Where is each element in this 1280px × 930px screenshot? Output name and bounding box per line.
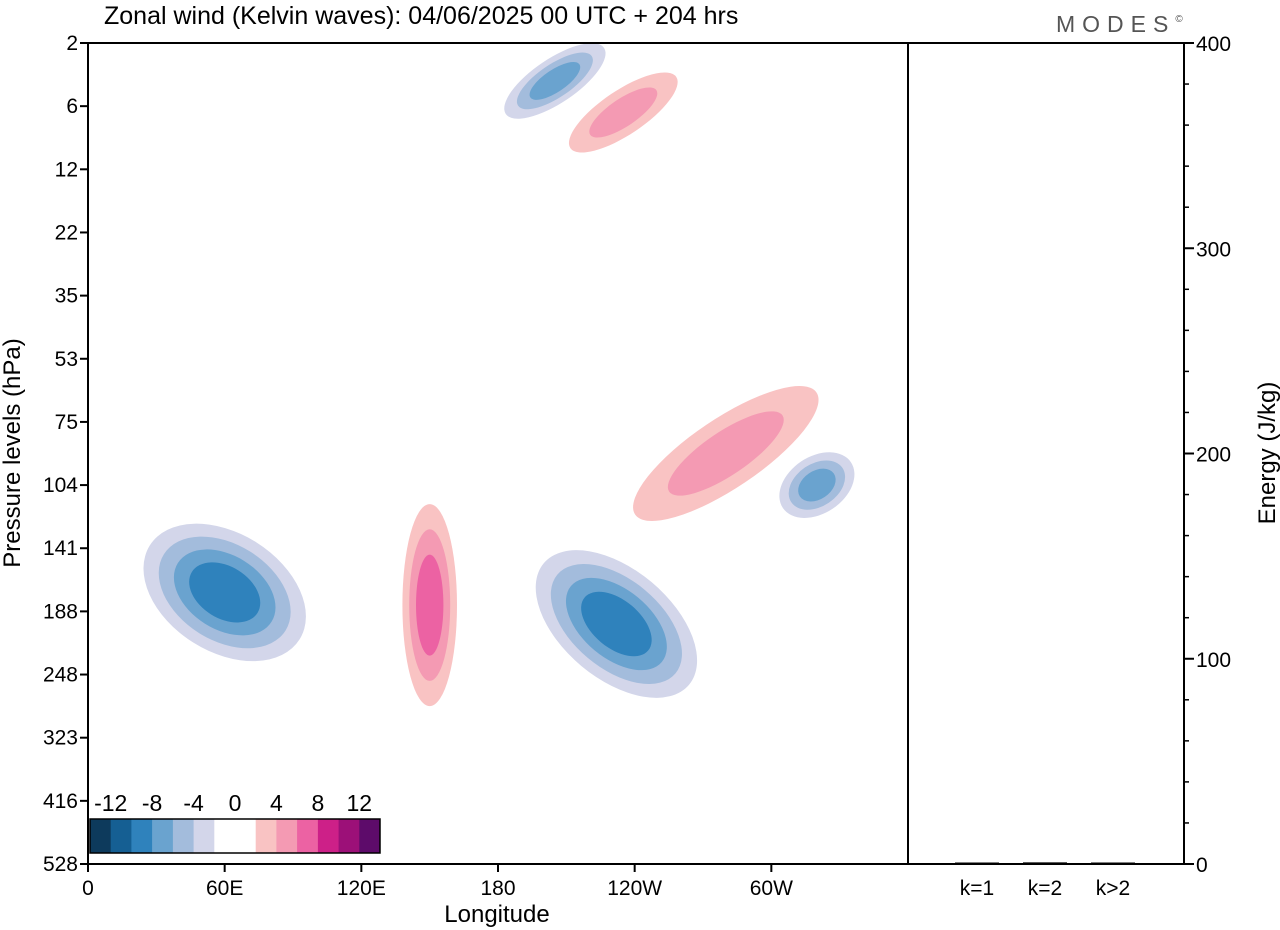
colorbar-label: 8: [312, 790, 325, 816]
x-axis-label: Longitude: [444, 901, 549, 928]
colorbar-swatch: [297, 819, 319, 853]
y-tick-label: 528: [43, 853, 78, 876]
wave-feature-1: [535, 550, 698, 698]
energy-tick-label: 300: [1196, 238, 1231, 261]
energy-category-label: k=1: [960, 877, 994, 900]
energy-tick-label: 200: [1196, 444, 1231, 467]
colorbar-swatch: [235, 819, 257, 853]
y-tick-label: 141: [43, 537, 78, 560]
wave-feature-3: [633, 386, 819, 521]
y-axis-label: Pressure levels (hPa): [0, 338, 26, 567]
brand-logo: MODES©: [1056, 11, 1183, 37]
colorbar-label: -4: [183, 790, 204, 816]
chart-title: Zonal wind (Kelvin waves): 04/06/2025 00…: [104, 2, 738, 30]
colorbar-swatch: [131, 819, 153, 853]
colorbar-swatch: [338, 819, 360, 853]
y-tick-label: 416: [43, 790, 78, 813]
wave-feature-2: [402, 504, 458, 707]
energy-tick-label: 400: [1196, 33, 1231, 56]
x-tick-label: 60E: [206, 877, 243, 900]
energy-category-label: k=2: [1028, 877, 1062, 900]
colorbar-swatch: [214, 819, 236, 853]
heatmap-frame: [87, 42, 909, 865]
wave-feature-5: [504, 43, 606, 119]
colorbar-swatch: [152, 819, 174, 853]
energy-bar: [1023, 862, 1067, 864]
colorbar-swatch: [317, 819, 340, 853]
colorbar-frame: [89, 818, 381, 854]
y-tick-label: 6: [66, 95, 78, 118]
y-tick-label: 323: [43, 727, 78, 750]
colorbar-label: 4: [270, 790, 283, 816]
x-tick-label: 60W: [750, 877, 793, 900]
wave-feature-4: [568, 72, 678, 153]
y-tick-label: 188: [43, 600, 78, 623]
y-tick-label: 12: [55, 158, 78, 181]
energy-axis-label: Energy (J/kg): [1254, 382, 1280, 525]
y-tick-label: 35: [55, 285, 78, 308]
heatmap-field: [143, 43, 855, 707]
y-tick-label: 104: [43, 474, 78, 497]
colorbar-swatch: [276, 819, 298, 853]
energy-category-label: k>2: [1096, 877, 1130, 900]
colorbar-swatch: [359, 819, 381, 853]
y-tick-label: 75: [55, 411, 78, 434]
colorbar-swatch: [255, 819, 277, 853]
colorbar-label: -12: [94, 790, 127, 816]
y-tick-label: 22: [55, 221, 78, 244]
y-tick-label: 53: [55, 348, 78, 371]
energy-tick-label: 100: [1196, 649, 1231, 672]
energy-tick-label: 0: [1196, 854, 1208, 877]
colorbar-label: 12: [347, 790, 373, 816]
y-tick-label: 248: [43, 664, 78, 687]
contour-level-2: [529, 61, 581, 100]
contour-level-1: [667, 411, 784, 496]
contour-level-1: [589, 87, 658, 138]
colorbar-label: -8: [142, 790, 162, 816]
energy-bar: [1091, 862, 1135, 864]
colorbar-swatch: [110, 819, 132, 853]
x-tick-label: 180: [480, 877, 515, 900]
colorbar-swatch: [193, 819, 215, 853]
contour-level-2: [798, 468, 836, 502]
contour-level-2: [416, 554, 444, 656]
x-tick-label: 0: [82, 877, 94, 900]
contour-level-3: [189, 562, 261, 623]
energy-frame: [907, 42, 1185, 865]
energy-bar: [955, 862, 999, 864]
colorbar-swatch: [172, 819, 195, 853]
colorbar-swatch: [90, 819, 112, 853]
colorbar-label: 0: [229, 790, 242, 816]
energy-axes: 0 100 200 300 400 k=1 k=2 k>2: [907, 33, 1231, 900]
wave-feature-6: [779, 452, 855, 518]
wave-feature-0: [143, 523, 306, 662]
x-tick-label: 120E: [337, 877, 386, 900]
contour-level-3: [581, 591, 652, 657]
colorbar: -12 -8 -4 0 4 8 12: [89, 790, 381, 854]
x-tick-label: 120W: [607, 877, 662, 900]
y-tick-label: 2: [66, 32, 78, 55]
brand-name: MODES: [1056, 11, 1175, 37]
brand-mark: ©: [1175, 14, 1183, 25]
